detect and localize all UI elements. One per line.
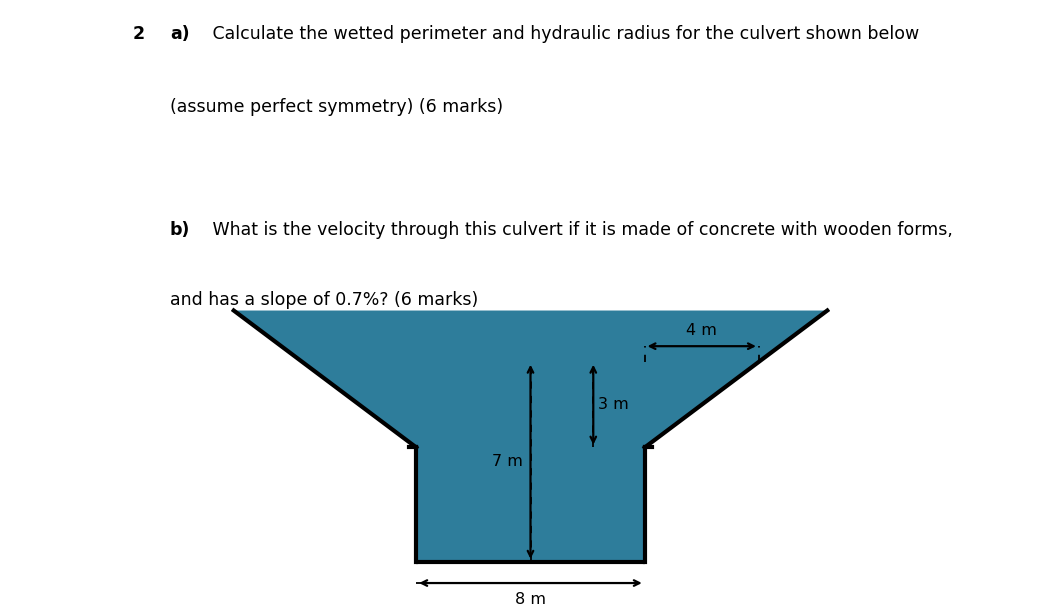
Text: and has a slope of 0.7%? (6 marks): and has a slope of 0.7%? (6 marks)	[170, 291, 479, 309]
Text: b): b)	[170, 221, 190, 238]
Text: 2: 2	[133, 25, 144, 42]
Text: What is the velocity through this culvert if it is made of concrete with wooden : What is the velocity through this culver…	[207, 221, 953, 238]
Text: 4 m: 4 m	[686, 322, 717, 338]
Text: 3 m: 3 m	[597, 397, 628, 412]
Text: 7 m: 7 m	[492, 454, 523, 470]
Polygon shape	[233, 311, 828, 562]
Text: (assume perfect symmetry) (6 marks): (assume perfect symmetry) (6 marks)	[170, 98, 503, 116]
Text: 8 m: 8 m	[515, 592, 546, 607]
Text: a): a)	[170, 25, 189, 42]
Text: Calculate the wetted perimeter and hydraulic radius for the culvert shown below: Calculate the wetted perimeter and hydra…	[207, 25, 919, 42]
